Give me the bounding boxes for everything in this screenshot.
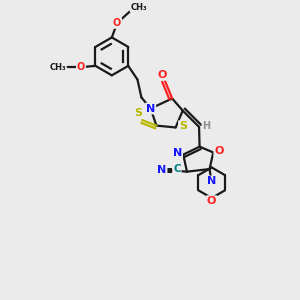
Text: O: O (113, 18, 121, 28)
Text: O: O (207, 196, 216, 206)
Text: N: N (173, 148, 182, 158)
Text: O: O (214, 146, 224, 156)
Text: CH₃: CH₃ (50, 63, 66, 72)
Text: CH₃: CH₃ (130, 3, 147, 12)
Text: S: S (134, 108, 142, 118)
Text: N: N (207, 176, 216, 186)
Text: O: O (77, 62, 85, 72)
Text: O: O (158, 70, 167, 80)
Text: N: N (146, 103, 155, 113)
Text: N: N (157, 165, 167, 176)
Text: H: H (202, 121, 211, 130)
Text: C: C (173, 164, 181, 174)
Text: S: S (179, 121, 187, 131)
